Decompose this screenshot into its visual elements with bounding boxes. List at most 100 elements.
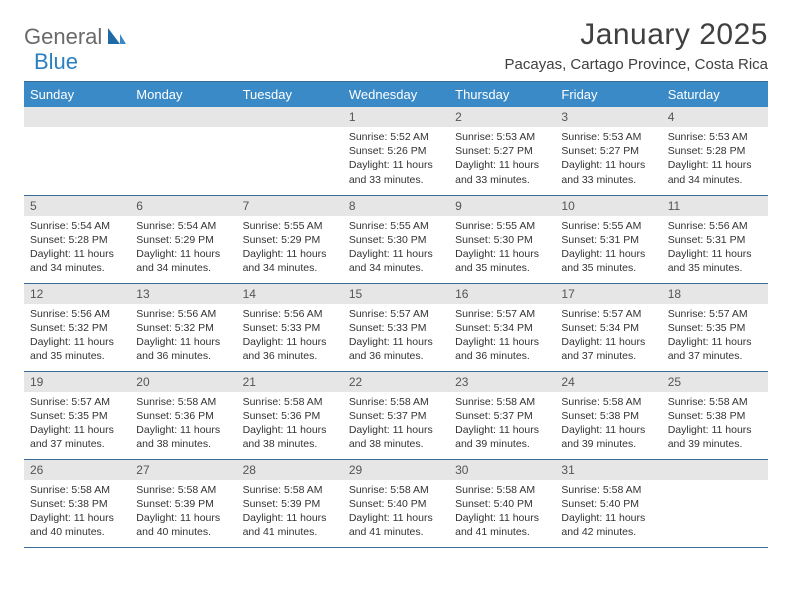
day-header: Monday [130, 82, 236, 108]
day-header: Friday [555, 82, 661, 108]
sun-info: Sunrise: 5:52 AMSunset: 5:26 PMDaylight:… [343, 127, 449, 189]
day-number: 27 [130, 460, 236, 480]
calendar-day-cell: 24Sunrise: 5:58 AMSunset: 5:38 PMDayligh… [555, 371, 661, 459]
calendar-week-row: 12Sunrise: 5:56 AMSunset: 5:32 PMDayligh… [24, 283, 768, 371]
day-header: Thursday [449, 82, 555, 108]
calendar-page: General January 2025 Pacayas, Cartago Pr… [0, 0, 792, 548]
sun-info: Sunrise: 5:57 AMSunset: 5:35 PMDaylight:… [24, 392, 130, 454]
calendar-body: 1Sunrise: 5:52 AMSunset: 5:26 PMDaylight… [24, 107, 768, 547]
day-header: Sunday [24, 82, 130, 108]
day-number: 3 [555, 107, 661, 127]
day-headers-row: Sunday Monday Tuesday Wednesday Thursday… [24, 82, 768, 108]
calendar-day-cell: 21Sunrise: 5:58 AMSunset: 5:36 PMDayligh… [237, 371, 343, 459]
sun-info: Sunrise: 5:58 AMSunset: 5:40 PMDaylight:… [343, 480, 449, 542]
day-number: 15 [343, 284, 449, 304]
month-title: January 2025 [505, 18, 768, 52]
calendar-day-cell: 11Sunrise: 5:56 AMSunset: 5:31 PMDayligh… [662, 195, 768, 283]
day-number: 30 [449, 460, 555, 480]
day-number: 16 [449, 284, 555, 304]
day-number: 1 [343, 107, 449, 127]
day-number: 11 [662, 196, 768, 216]
sun-info: Sunrise: 5:57 AMSunset: 5:34 PMDaylight:… [555, 304, 661, 366]
day-number: 25 [662, 372, 768, 392]
day-number: 29 [343, 460, 449, 480]
sun-info: Sunrise: 5:55 AMSunset: 5:30 PMDaylight:… [449, 216, 555, 278]
brand-logo: General [24, 18, 130, 50]
calendar-day-cell: 6Sunrise: 5:54 AMSunset: 5:29 PMDaylight… [130, 195, 236, 283]
calendar-day-cell: 29Sunrise: 5:58 AMSunset: 5:40 PMDayligh… [343, 459, 449, 547]
calendar-day-cell: 25Sunrise: 5:58 AMSunset: 5:38 PMDayligh… [662, 371, 768, 459]
calendar-day-cell: 20Sunrise: 5:58 AMSunset: 5:36 PMDayligh… [130, 371, 236, 459]
calendar-day-cell: 2Sunrise: 5:53 AMSunset: 5:27 PMDaylight… [449, 107, 555, 195]
day-number: 17 [555, 284, 661, 304]
sun-info: Sunrise: 5:58 AMSunset: 5:40 PMDaylight:… [449, 480, 555, 542]
sun-info: Sunrise: 5:56 AMSunset: 5:33 PMDaylight:… [237, 304, 343, 366]
day-number: 14 [237, 284, 343, 304]
brand-name-part2: Blue [34, 49, 78, 75]
calendar-week-row: 26Sunrise: 5:58 AMSunset: 5:38 PMDayligh… [24, 459, 768, 547]
day-number: 31 [555, 460, 661, 480]
day-number: 12 [24, 284, 130, 304]
calendar-day-cell: 15Sunrise: 5:57 AMSunset: 5:33 PMDayligh… [343, 283, 449, 371]
calendar-day-cell: 18Sunrise: 5:57 AMSunset: 5:35 PMDayligh… [662, 283, 768, 371]
sun-info: Sunrise: 5:58 AMSunset: 5:36 PMDaylight:… [237, 392, 343, 454]
calendar-week-row: 19Sunrise: 5:57 AMSunset: 5:35 PMDayligh… [24, 371, 768, 459]
page-header: General January 2025 Pacayas, Cartago Pr… [24, 18, 768, 73]
day-number-empty [662, 460, 768, 480]
sun-info: Sunrise: 5:57 AMSunset: 5:34 PMDaylight:… [449, 304, 555, 366]
day-number-empty [237, 107, 343, 127]
day-number: 18 [662, 284, 768, 304]
sun-info: Sunrise: 5:58 AMSunset: 5:37 PMDaylight:… [343, 392, 449, 454]
day-number: 19 [24, 372, 130, 392]
calendar-day-cell: 27Sunrise: 5:58 AMSunset: 5:39 PMDayligh… [130, 459, 236, 547]
calendar-day-cell: 4Sunrise: 5:53 AMSunset: 5:28 PMDaylight… [662, 107, 768, 195]
day-number: 24 [555, 372, 661, 392]
day-number: 28 [237, 460, 343, 480]
calendar-day-cell: 8Sunrise: 5:55 AMSunset: 5:30 PMDaylight… [343, 195, 449, 283]
sun-info: Sunrise: 5:55 AMSunset: 5:30 PMDaylight:… [343, 216, 449, 278]
title-block: January 2025 Pacayas, Cartago Province, … [505, 18, 768, 73]
sun-info: Sunrise: 5:55 AMSunset: 5:29 PMDaylight:… [237, 216, 343, 278]
day-number: 21 [237, 372, 343, 392]
sun-info: Sunrise: 5:58 AMSunset: 5:38 PMDaylight:… [24, 480, 130, 542]
calendar-day-cell [130, 107, 236, 195]
sun-info: Sunrise: 5:58 AMSunset: 5:39 PMDaylight:… [130, 480, 236, 542]
day-number: 2 [449, 107, 555, 127]
calendar-day-cell: 3Sunrise: 5:53 AMSunset: 5:27 PMDaylight… [555, 107, 661, 195]
sun-info: Sunrise: 5:57 AMSunset: 5:35 PMDaylight:… [662, 304, 768, 366]
day-header: Tuesday [237, 82, 343, 108]
calendar-day-cell: 31Sunrise: 5:58 AMSunset: 5:40 PMDayligh… [555, 459, 661, 547]
day-number: 13 [130, 284, 236, 304]
day-number: 9 [449, 196, 555, 216]
sun-info: Sunrise: 5:58 AMSunset: 5:38 PMDaylight:… [555, 392, 661, 454]
sun-info: Sunrise: 5:53 AMSunset: 5:27 PMDaylight:… [449, 127, 555, 189]
day-number: 22 [343, 372, 449, 392]
day-number-empty [24, 107, 130, 127]
day-number: 4 [662, 107, 768, 127]
sun-info: Sunrise: 5:56 AMSunset: 5:32 PMDaylight:… [24, 304, 130, 366]
calendar-day-cell: 7Sunrise: 5:55 AMSunset: 5:29 PMDaylight… [237, 195, 343, 283]
calendar-day-cell: 22Sunrise: 5:58 AMSunset: 5:37 PMDayligh… [343, 371, 449, 459]
sun-info: Sunrise: 5:56 AMSunset: 5:32 PMDaylight:… [130, 304, 236, 366]
brand-name-part1: General [24, 24, 102, 50]
calendar-day-cell: 10Sunrise: 5:55 AMSunset: 5:31 PMDayligh… [555, 195, 661, 283]
calendar-table: Sunday Monday Tuesday Wednesday Thursday… [24, 81, 768, 548]
sun-info: Sunrise: 5:57 AMSunset: 5:33 PMDaylight:… [343, 304, 449, 366]
day-number: 10 [555, 196, 661, 216]
day-number: 23 [449, 372, 555, 392]
calendar-day-cell: 26Sunrise: 5:58 AMSunset: 5:38 PMDayligh… [24, 459, 130, 547]
sail-icon [106, 26, 128, 51]
calendar-day-cell: 23Sunrise: 5:58 AMSunset: 5:37 PMDayligh… [449, 371, 555, 459]
calendar-day-cell: 12Sunrise: 5:56 AMSunset: 5:32 PMDayligh… [24, 283, 130, 371]
day-number: 5 [24, 196, 130, 216]
day-number: 7 [237, 196, 343, 216]
sun-info: Sunrise: 5:58 AMSunset: 5:36 PMDaylight:… [130, 392, 236, 454]
calendar-day-cell: 16Sunrise: 5:57 AMSunset: 5:34 PMDayligh… [449, 283, 555, 371]
calendar-day-cell: 17Sunrise: 5:57 AMSunset: 5:34 PMDayligh… [555, 283, 661, 371]
sun-info: Sunrise: 5:53 AMSunset: 5:28 PMDaylight:… [662, 127, 768, 189]
sun-info: Sunrise: 5:54 AMSunset: 5:28 PMDaylight:… [24, 216, 130, 278]
sun-info: Sunrise: 5:56 AMSunset: 5:31 PMDaylight:… [662, 216, 768, 278]
calendar-week-row: 5Sunrise: 5:54 AMSunset: 5:28 PMDaylight… [24, 195, 768, 283]
day-header: Wednesday [343, 82, 449, 108]
day-number: 26 [24, 460, 130, 480]
